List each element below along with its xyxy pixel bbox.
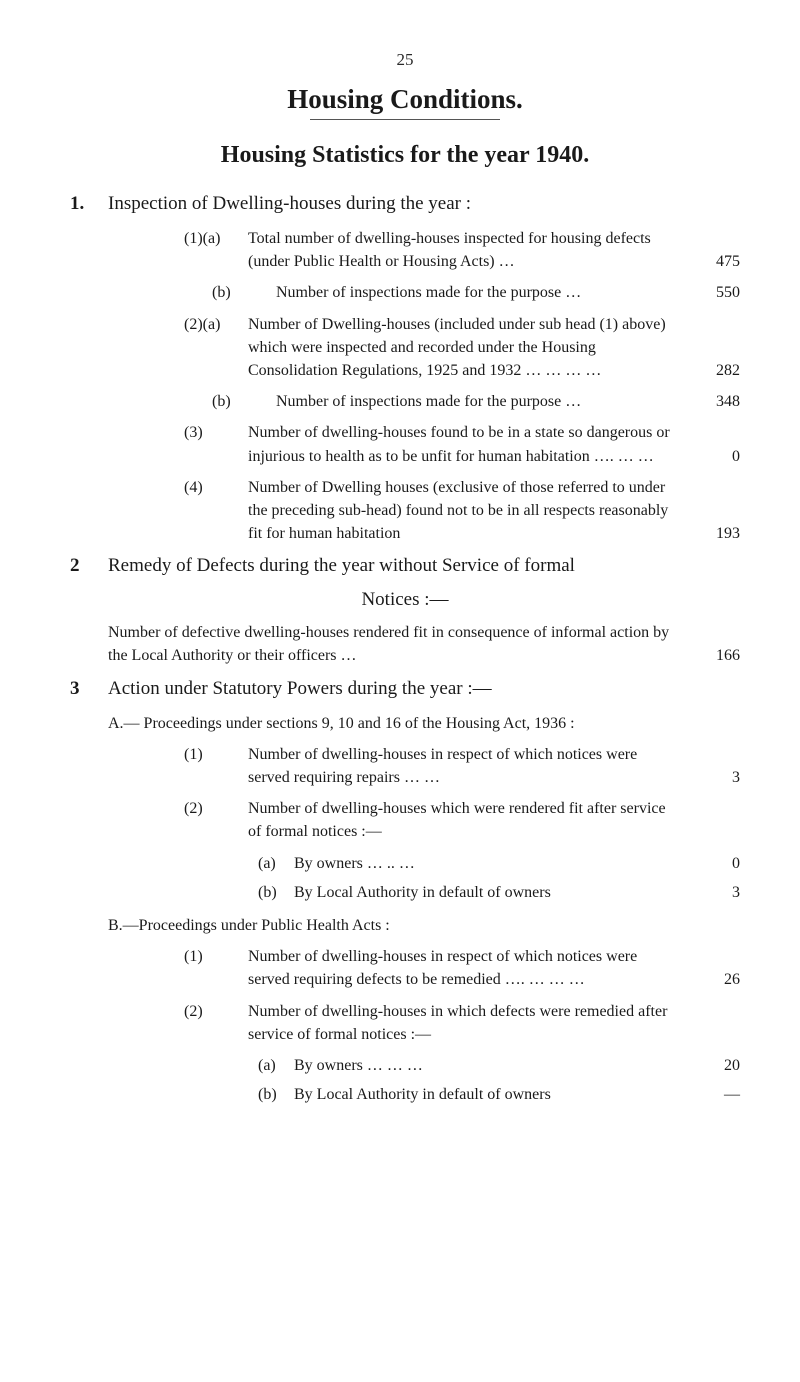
value-2-para: 166	[684, 644, 740, 667]
section-1-head: 1. Inspection of Dwelling-houses during …	[70, 193, 740, 215]
section-3-num: 3	[70, 678, 108, 700]
item-1-1a: (1)(a) Total number of dwelling-houses i…	[108, 227, 740, 273]
label-A2: (2)	[180, 797, 248, 843]
item-B2b: (b) By Local Authority in default of own…	[258, 1083, 740, 1106]
label-B2a: (a)	[258, 1054, 294, 1077]
label-B2b: (b)	[258, 1083, 294, 1106]
text-2b: Number of inspections made for the purpo…	[276, 390, 684, 413]
text-B2a: By owners … … …	[294, 1054, 684, 1077]
text-A2b: By Local Authority in default of owners	[294, 881, 684, 904]
text-3: Number of dwelling-houses found to be in…	[248, 421, 684, 467]
value-3: 0	[684, 445, 740, 468]
text-B2: Number of dwelling-houses in which defec…	[248, 1000, 684, 1046]
s3-B-head: B.—Proceedings under Public Health Acts …	[108, 914, 740, 937]
value-B1: 26	[684, 968, 740, 991]
subtitle: Housing Statistics for the year 1940.	[70, 142, 740, 169]
label-4: (4)	[180, 476, 248, 546]
item-1-1b: (b) Number of inspections made for the p…	[108, 281, 740, 304]
value-B2b: —	[684, 1083, 740, 1106]
label-A2b: (b)	[258, 881, 294, 904]
item-B2a: (a) By owners … … … 20	[258, 1054, 740, 1077]
text-1a: Total number of dwelling-houses inspecte…	[248, 227, 684, 273]
section-1-text: Inspection of Dwelling-houses during the…	[108, 193, 740, 215]
value-A2b: 3	[684, 881, 740, 904]
item-2-para: Number of defective dwelling-houses rend…	[108, 621, 740, 667]
item-A1: (1) Number of dwelling-houses in respect…	[108, 743, 740, 789]
B2-subitems: (a) By owners … … … 20 (b) By Local Auth…	[258, 1054, 740, 1106]
value-1a: 475	[684, 250, 740, 273]
label-1b: (b)	[208, 281, 276, 304]
section-1-num: 1.	[70, 193, 108, 215]
label-B2: (2)	[180, 1000, 248, 1046]
item-1-2b: (b) Number of inspections made for the p…	[108, 390, 740, 413]
section-2-head: 2 Remedy of Defects during the year with…	[70, 555, 740, 577]
section-2-text: Remedy of Defects during the year withou…	[108, 555, 740, 577]
item-B1: (1) Number of dwelling-houses in respect…	[108, 945, 740, 991]
page-number: 25	[70, 50, 740, 70]
item-1-4: (4) Number of Dwelling houses (exclusive…	[108, 476, 740, 546]
section-2-body: Number of defective dwelling-houses rend…	[108, 621, 740, 667]
value-A2a: 0	[684, 852, 740, 875]
value-2b: 348	[684, 390, 740, 413]
s3-A-head: A.— Proceedings under sections 9, 10 and…	[108, 712, 740, 735]
text-1b: Number of inspections made for the purpo…	[276, 281, 684, 304]
label-3: (3)	[180, 421, 248, 467]
section-3-text: Action under Statutory Powers during the…	[108, 678, 740, 700]
text-A2: Number of dwelling-houses which were ren…	[248, 797, 684, 843]
label-2a: (2)(a)	[180, 313, 248, 383]
value-4: 193	[684, 522, 740, 545]
text-B2b: By Local Authority in default of owners	[294, 1083, 684, 1106]
value-B2a: 20	[684, 1054, 740, 1077]
item-1-3: (3) Number of dwelling-houses found to b…	[108, 421, 740, 467]
section-2-head2: Notices :—	[70, 589, 740, 611]
A2-subitems: (a) By owners … .. … 0 (b) By Local Auth…	[258, 852, 740, 904]
text-B1: Number of dwelling-houses in respect of …	[248, 945, 684, 991]
item-A2a: (a) By owners … .. … 0	[258, 852, 740, 875]
value-2a: 282	[684, 359, 740, 382]
label-B1: (1)	[180, 945, 248, 991]
item-B2: (2) Number of dwelling-houses in which d…	[108, 1000, 740, 1046]
label-1a: (1)(a)	[180, 227, 248, 273]
section-1-body: (1)(a) Total number of dwelling-houses i…	[108, 227, 740, 545]
item-A2b: (b) By Local Authority in default of own…	[258, 881, 740, 904]
item-1-2a: (2)(a) Number of Dwelling-houses (includ…	[108, 313, 740, 383]
text-A1: Number of dwelling-houses in respect of …	[248, 743, 684, 789]
text-2a: Number of Dwelling-houses (included unde…	[248, 313, 684, 383]
section-2-num: 2	[70, 555, 108, 577]
value-A1: 3	[684, 766, 740, 789]
main-title: Housing Conditions.	[70, 84, 740, 115]
value-1b: 550	[684, 281, 740, 304]
label-A2a: (a)	[258, 852, 294, 875]
text-2-para: Number of defective dwelling-houses rend…	[108, 621, 684, 667]
section-3-body: A.— Proceedings under sections 9, 10 and…	[108, 712, 740, 1107]
label-2b: (b)	[208, 390, 276, 413]
label-A1: (1)	[180, 743, 248, 789]
text-4: Number of Dwelling houses (exclusive of …	[248, 476, 684, 546]
item-A2: (2) Number of dwelling-houses which were…	[108, 797, 740, 843]
text-A2a: By owners … .. …	[294, 852, 684, 875]
title-rule	[310, 119, 500, 120]
section-3-head: 3 Action under Statutory Powers during t…	[70, 678, 740, 700]
